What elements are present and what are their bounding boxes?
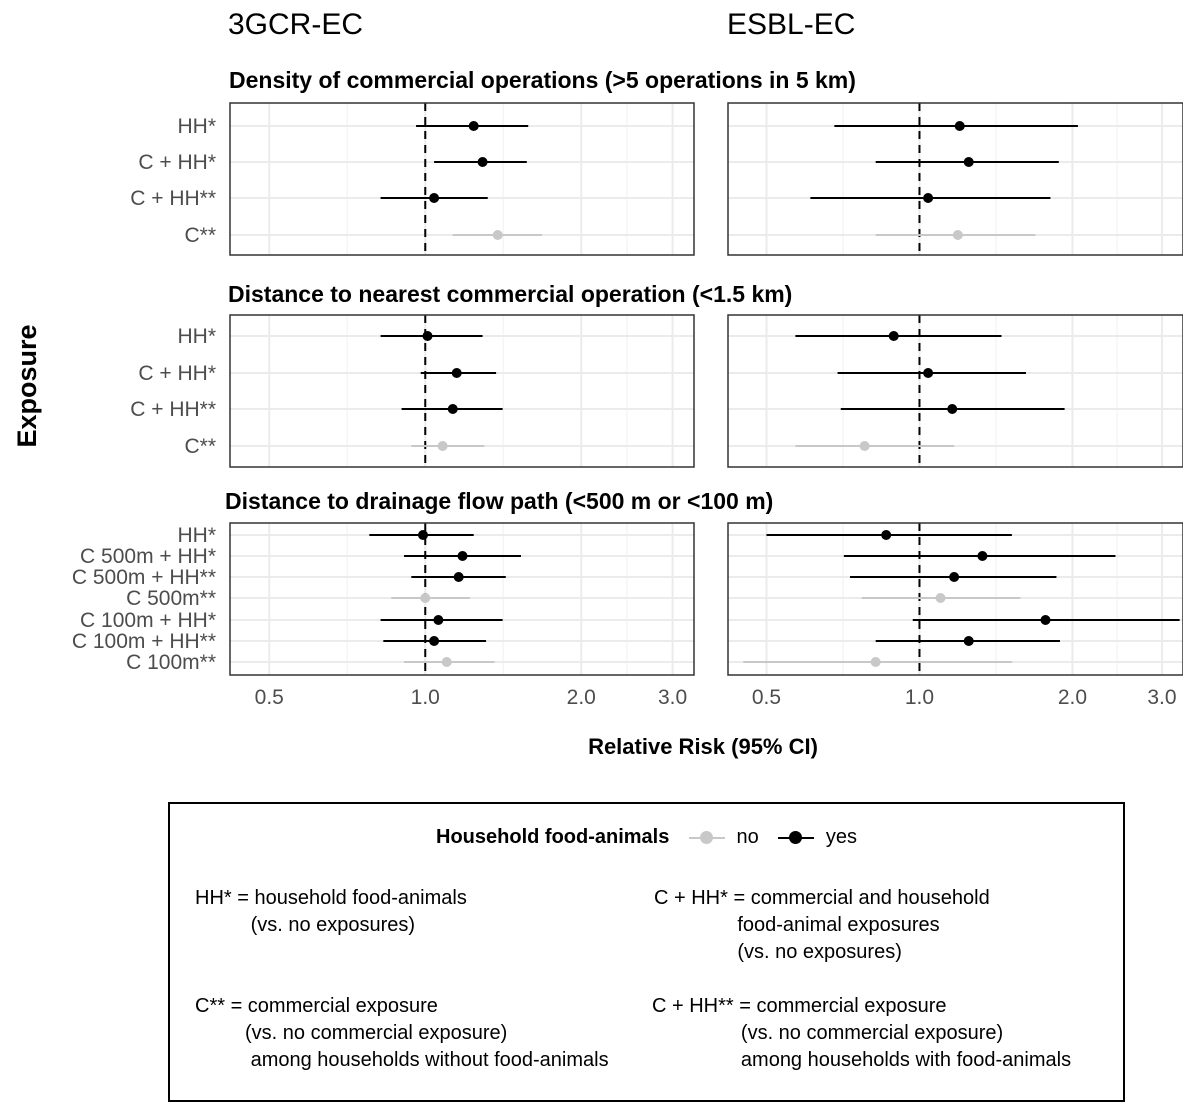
panel-s2-c0 (229, 522, 695, 676)
point-estimate (954, 121, 965, 131)
legend-box: Household food-animals no yes HH* = hous… (168, 802, 1125, 1102)
point-estimate (923, 193, 934, 203)
x-tick-label: 1.0 (905, 686, 934, 709)
x-tick-label: 0.5 (255, 686, 284, 709)
x-tick-label: 3.0 (1147, 686, 1176, 709)
point-estimate (963, 157, 974, 167)
point-estimate (859, 441, 870, 451)
y-axis-title: Exposure (12, 324, 42, 447)
legend-label-no: no (736, 826, 759, 848)
point-estimate (477, 157, 488, 167)
x-axis-title: Relative Risk (95% CI) (588, 734, 818, 759)
panel-border (229, 522, 695, 676)
y-tick-label: C + HH** (130, 187, 216, 210)
y-tick-label: C 500m** (126, 587, 216, 610)
panel-s0-c0 (229, 102, 695, 256)
y-tick-label: C** (184, 224, 216, 247)
note-c: C** = commercial exposure (vs. no commer… (195, 995, 609, 1071)
y-tick-label: C + HH* (138, 151, 216, 174)
point-estimate (1040, 615, 1051, 625)
point-estimate (949, 572, 960, 582)
point-estimate (881, 530, 892, 540)
y-tick-label: C + HH** (130, 398, 216, 421)
point-estimate (457, 551, 468, 561)
x-tick-label: 2.0 (567, 686, 596, 709)
panel-border (727, 522, 1183, 676)
point-estimate (947, 404, 958, 414)
point-estimate (437, 441, 448, 451)
x-tick-label: 0.5 (752, 686, 781, 709)
note-hh: HH* = household food-animals (vs. no exp… (195, 887, 467, 936)
panel-border (727, 102, 1183, 256)
y-tick-label: C 100m** (126, 651, 216, 674)
panel-border (727, 314, 1183, 468)
y-tick-label: C** (184, 435, 216, 458)
y-tick-label: HH* (177, 115, 216, 138)
section-title-drainage: Distance to drainage flow path (<500 m o… (225, 488, 773, 514)
panel-border (229, 102, 695, 256)
forest-plot-figure: 3GCR-EC ESBL-EC Density of commercial op… (12, 8, 1183, 759)
section-title-distance-commercial: Distance to nearest commercial operation… (228, 281, 792, 307)
legend-key-no-icon (687, 830, 727, 845)
y-tick-label: C 500m + HH* (80, 545, 216, 568)
point-estimate (888, 331, 899, 341)
section-title-density: Density of commercial operations (>5 ope… (229, 67, 856, 93)
legend-key-row: Household food-animals no yes (170, 826, 1123, 849)
note-c-hh: C + HH* = commercial and household food-… (654, 887, 990, 963)
point-estimate (977, 551, 988, 561)
x-tick-label: 2.0 (1058, 686, 1087, 709)
point-estimate (935, 593, 946, 603)
point-estimate (447, 404, 458, 414)
y-tick-label: HH* (177, 325, 216, 348)
legend-title: Household food-animals (436, 826, 670, 848)
point-estimate (451, 368, 462, 378)
y-tick-label: HH* (177, 524, 216, 547)
point-estimate (453, 572, 464, 582)
point-estimate (433, 615, 444, 625)
point-estimate (468, 121, 479, 131)
point-estimate (923, 368, 934, 378)
point-estimate (441, 657, 452, 667)
note-c-hh2: C + HH** = commercial exposure (vs. no c… (652, 995, 1072, 1071)
point-estimate (422, 331, 433, 341)
panel-s1-c1 (727, 314, 1183, 468)
legend-label-yes: yes (825, 826, 857, 848)
point-estimate (429, 193, 440, 203)
y-tick-label: C 100m + HH** (72, 630, 216, 653)
panel-s1-c0 (229, 314, 695, 468)
column-title-3gcr: 3GCR-EC (228, 8, 363, 41)
point-estimate (963, 636, 974, 646)
panel-s2-c1 (727, 522, 1183, 676)
panel-s0-c1 (727, 102, 1183, 256)
y-tick-label: C 100m + HH* (80, 609, 216, 632)
plot-layer: HH* C + HH* C + HH** C** HH* C + HH* C + HH** C… (72, 102, 1183, 709)
panel-border (229, 314, 695, 468)
point-estimate (870, 657, 881, 667)
x-tick-label: 3.0 (658, 686, 687, 709)
point-estimate (952, 230, 963, 240)
column-title-esbl: ESBL-EC (727, 8, 855, 41)
y-tick-label: C 500m + HH** (72, 566, 216, 589)
point-estimate (420, 593, 431, 603)
legend-key-yes-icon (776, 830, 816, 845)
point-estimate (492, 230, 503, 240)
y-tick-label: C + HH* (138, 362, 216, 385)
point-estimate (418, 530, 429, 540)
point-estimate (429, 636, 440, 646)
x-tick-label: 1.0 (411, 686, 440, 709)
